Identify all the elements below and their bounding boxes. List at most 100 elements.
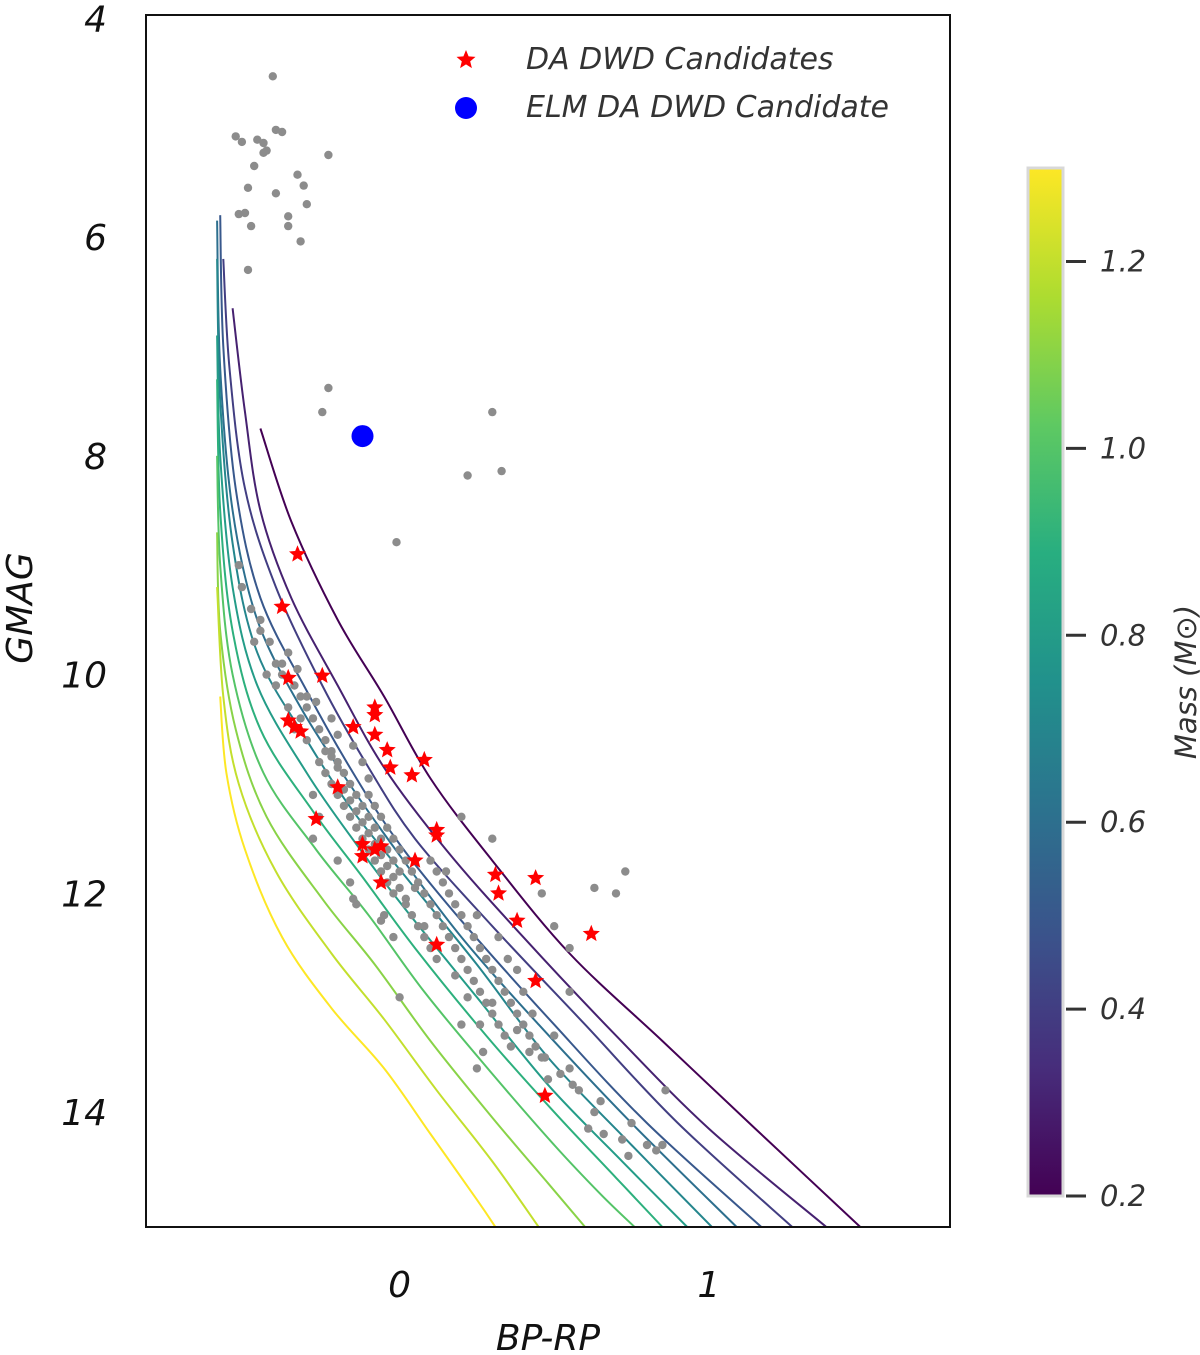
wd-point-17 bbox=[284, 212, 293, 221]
wd-point-129 bbox=[525, 1031, 534, 1040]
x-tick-label-1: 1 bbox=[697, 1265, 720, 1306]
wd-point-106 bbox=[469, 976, 478, 986]
wd-point-111 bbox=[500, 1031, 509, 1040]
wd-point-62 bbox=[345, 812, 355, 821]
da-dwd-star-29 bbox=[582, 924, 600, 942]
wd-point-171 bbox=[590, 1107, 599, 1117]
da-dwd-star-14 bbox=[415, 750, 433, 768]
wd-point-169 bbox=[658, 1140, 667, 1150]
da-dwd-star-25 bbox=[486, 865, 504, 883]
colorbar-tick-label-5: 1.2 bbox=[1100, 245, 1146, 279]
wd-point-159 bbox=[565, 943, 574, 953]
wd-point-161 bbox=[550, 1031, 559, 1040]
wd-point-146 bbox=[250, 637, 259, 646]
wd-point-198 bbox=[556, 1069, 565, 1079]
wd-point-150 bbox=[327, 714, 336, 723]
wd-point-57 bbox=[315, 757, 324, 767]
wd-point-178 bbox=[441, 867, 451, 876]
wd-point-147 bbox=[262, 670, 271, 679]
colorbar-label: Mass (M⊙) bbox=[1169, 605, 1200, 759]
wd-point-61 bbox=[339, 801, 349, 811]
da-dwd-star-1 bbox=[273, 597, 291, 615]
wd-point-130 bbox=[531, 1042, 540, 1051]
colorbar-tick-label-1: 0.4 bbox=[1100, 992, 1146, 1026]
wd-point-185 bbox=[472, 1064, 482, 1073]
wd-point-195 bbox=[512, 1025, 522, 1035]
wd-point-54 bbox=[395, 867, 404, 876]
wd-point-200 bbox=[584, 1124, 593, 1133]
track-2 bbox=[222, 258, 793, 1227]
da-dwd-star-23 bbox=[406, 851, 424, 868]
wd-point-108 bbox=[482, 998, 491, 1007]
wd-point-45 bbox=[339, 768, 349, 778]
wd-point-168 bbox=[642, 1140, 652, 1150]
wd-point-170 bbox=[661, 1086, 670, 1095]
wd-point-166 bbox=[627, 1118, 636, 1128]
wd-point-32 bbox=[256, 626, 265, 635]
wd-point-102 bbox=[444, 932, 454, 942]
legend-label-da-dwd: DA DWD Candidates bbox=[526, 42, 834, 77]
wd-point-20 bbox=[284, 221, 293, 231]
wd-point-91 bbox=[376, 812, 386, 821]
wd-point-163 bbox=[565, 1064, 574, 1073]
da-dwd-star-26 bbox=[490, 884, 508, 901]
da-dwd-star-20 bbox=[353, 847, 371, 864]
wd-point-40 bbox=[308, 714, 318, 723]
wd-point-89 bbox=[364, 790, 373, 800]
wd-point-49 bbox=[364, 812, 373, 821]
track-1 bbox=[231, 308, 827, 1227]
y-axis-title: GMAG bbox=[0, 552, 41, 663]
track-3 bbox=[219, 215, 763, 1227]
wd-point-42 bbox=[321, 736, 330, 745]
wd-point-48 bbox=[358, 801, 367, 811]
wd-point-192 bbox=[451, 971, 460, 980]
x-tick-label-0: 0 bbox=[388, 1265, 411, 1306]
da-dwd-candidates bbox=[273, 545, 600, 1103]
wd-point-58 bbox=[321, 768, 330, 778]
wd-point-179 bbox=[472, 911, 482, 920]
da-dwd-star-18 bbox=[428, 826, 446, 843]
wd-point-184 bbox=[457, 1020, 466, 1029]
y-tick-label-1: 6 bbox=[84, 218, 107, 259]
wd-point-201 bbox=[599, 1129, 608, 1139]
wd-point-69 bbox=[389, 889, 398, 898]
wd-point-153 bbox=[358, 757, 367, 767]
wd-point-21 bbox=[296, 237, 305, 246]
wd-point-156 bbox=[488, 834, 497, 843]
wd-point-23 bbox=[324, 383, 333, 393]
da-dwd-star-15 bbox=[329, 778, 347, 795]
wd-point-19 bbox=[246, 221, 256, 231]
wd-point-202 bbox=[618, 1135, 627, 1144]
wd-point-151 bbox=[333, 730, 342, 739]
wd-point-139 bbox=[308, 834, 318, 843]
wd-point-38 bbox=[296, 692, 305, 701]
wd-point-110 bbox=[494, 1020, 503, 1029]
legend-star-marker bbox=[456, 50, 476, 69]
wd-point-148 bbox=[293, 664, 302, 674]
wd-point-180 bbox=[503, 954, 512, 964]
colorbar-tick-label-0: 0.2 bbox=[1100, 1179, 1146, 1213]
wd-point-133 bbox=[271, 681, 281, 690]
wd-point-24 bbox=[318, 407, 327, 417]
wd-point-79 bbox=[345, 796, 355, 805]
legend-label-elm: ELM DA DWD Candidate bbox=[526, 90, 889, 125]
wd-point-113 bbox=[426, 856, 435, 865]
wd-point-105 bbox=[463, 965, 472, 975]
wd-point-94 bbox=[395, 845, 404, 854]
wd-point-177 bbox=[395, 993, 404, 1002]
elm-candidate bbox=[351, 425, 374, 448]
wd-point-164 bbox=[574, 1086, 584, 1095]
wd-point-90 bbox=[370, 801, 379, 811]
wd-point-199 bbox=[568, 1080, 577, 1090]
elm-point-0 bbox=[351, 425, 374, 448]
wd-point-183 bbox=[488, 998, 497, 1007]
wd-point-196 bbox=[525, 1047, 534, 1057]
wd-point-18 bbox=[302, 200, 311, 209]
wd-point-47 bbox=[352, 790, 361, 800]
wd-point-82 bbox=[364, 829, 373, 838]
wd-point-117 bbox=[451, 900, 460, 909]
x-axis-title: BP-RP bbox=[496, 1318, 600, 1355]
wd-point-128 bbox=[519, 1020, 528, 1029]
wd-point-194 bbox=[475, 1020, 485, 1029]
